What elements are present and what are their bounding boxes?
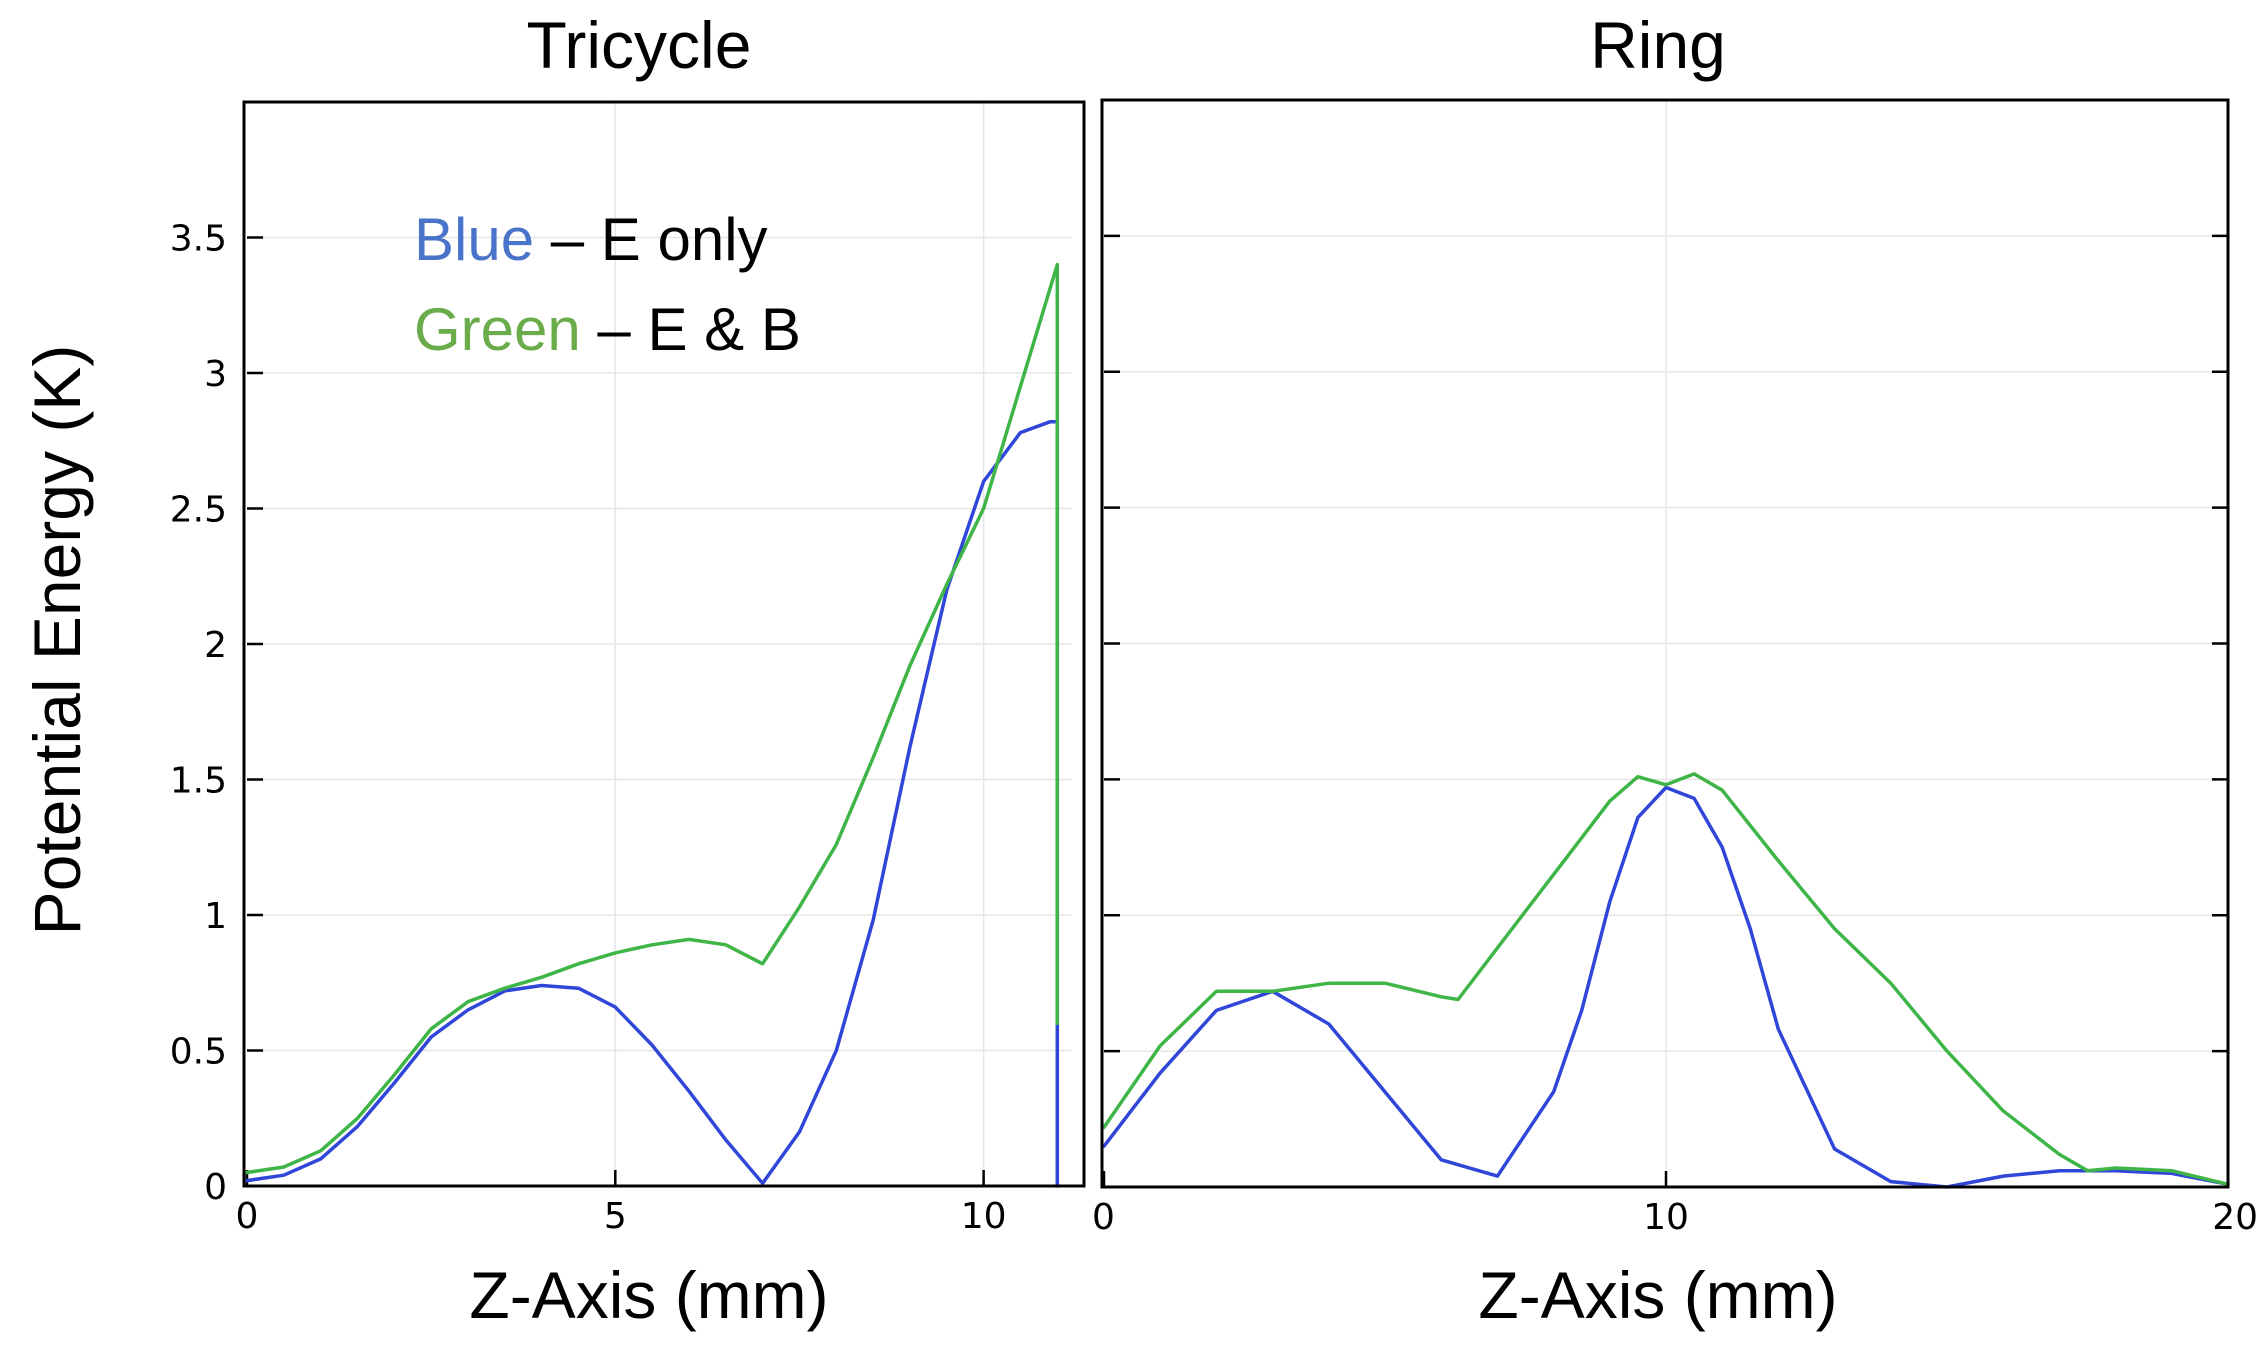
tricycle-series-green <box>245 262 1060 1175</box>
tricycle-y-tick-label: 3 <box>204 354 227 395</box>
tricycle-plot-frame <box>242 100 1086 1188</box>
tricycle-x-tick-label: 10 <box>961 1196 1007 1237</box>
tricycle-x-axis-label: Z-Axis (mm) <box>469 1258 828 1332</box>
legend-green-description: – E & B <box>581 296 801 363</box>
tricycle-x-tick-label: 0 <box>236 1196 259 1237</box>
ring-series <box>1102 772 2230 1189</box>
tricycle-panel: Tricycle 0 0.5 1 1.5 2 2.5 3 3.5 0 5 10 Z-Axis (mm… <box>170 8 1086 1332</box>
y-axis-label: Potential Energy (K) <box>20 345 94 936</box>
ring-plot-frame <box>1100 98 2230 1189</box>
tricycle-y-tick-label: 1.5 <box>170 761 227 802</box>
ring-series-green <box>1102 772 2230 1187</box>
tricycle-ticks: 0 0.5 1 1.5 2 2.5 3 3.5 0 5 10 <box>170 219 1007 1238</box>
tricycle-grid <box>247 102 1072 1186</box>
tricycle-y-tick-label: 0 <box>204 1167 227 1208</box>
ring-series-blue <box>1102 785 2230 1189</box>
ring-x-tick-label: 0 <box>1092 1197 1115 1238</box>
ring-ticks: 0 10 20 <box>1092 234 2258 1238</box>
ring-panel: Ring 0 10 20 Z-Axis (mm) <box>1092 8 2258 1332</box>
ring-grid <box>1104 100 2228 1187</box>
legend-blue-description: – E only <box>534 206 767 273</box>
ring-x-tick-label: 20 <box>2212 1197 2258 1238</box>
tricycle-y-tick-label: 2 <box>204 625 227 666</box>
tricycle-y-tick-label: 1 <box>204 896 227 937</box>
legend-green-word: Green <box>414 296 581 363</box>
tricycle-y-tick-label: 2.5 <box>170 490 227 531</box>
ring-x-tick-label: 10 <box>1643 1197 1689 1238</box>
legend-blue-word: Blue <box>414 206 534 273</box>
tricycle-x-tick-label: 5 <box>604 1196 627 1237</box>
legend: Blue – E only Green – E & B <box>414 206 801 363</box>
legend-green-entry: Green – E & B <box>414 296 801 363</box>
tricycle-title: Tricycle <box>527 8 752 82</box>
tricycle-y-tick-label: 3.5 <box>170 219 227 260</box>
tricycle-y-tick-label: 0.5 <box>170 1032 227 1073</box>
tricycle-series <box>245 262 1060 1188</box>
legend-blue-entry: Blue – E only <box>414 206 768 273</box>
ring-title: Ring <box>1590 8 1726 82</box>
ring-x-axis-label: Z-Axis (mm) <box>1478 1258 1837 1332</box>
tricycle-series-blue <box>245 420 1060 1188</box>
